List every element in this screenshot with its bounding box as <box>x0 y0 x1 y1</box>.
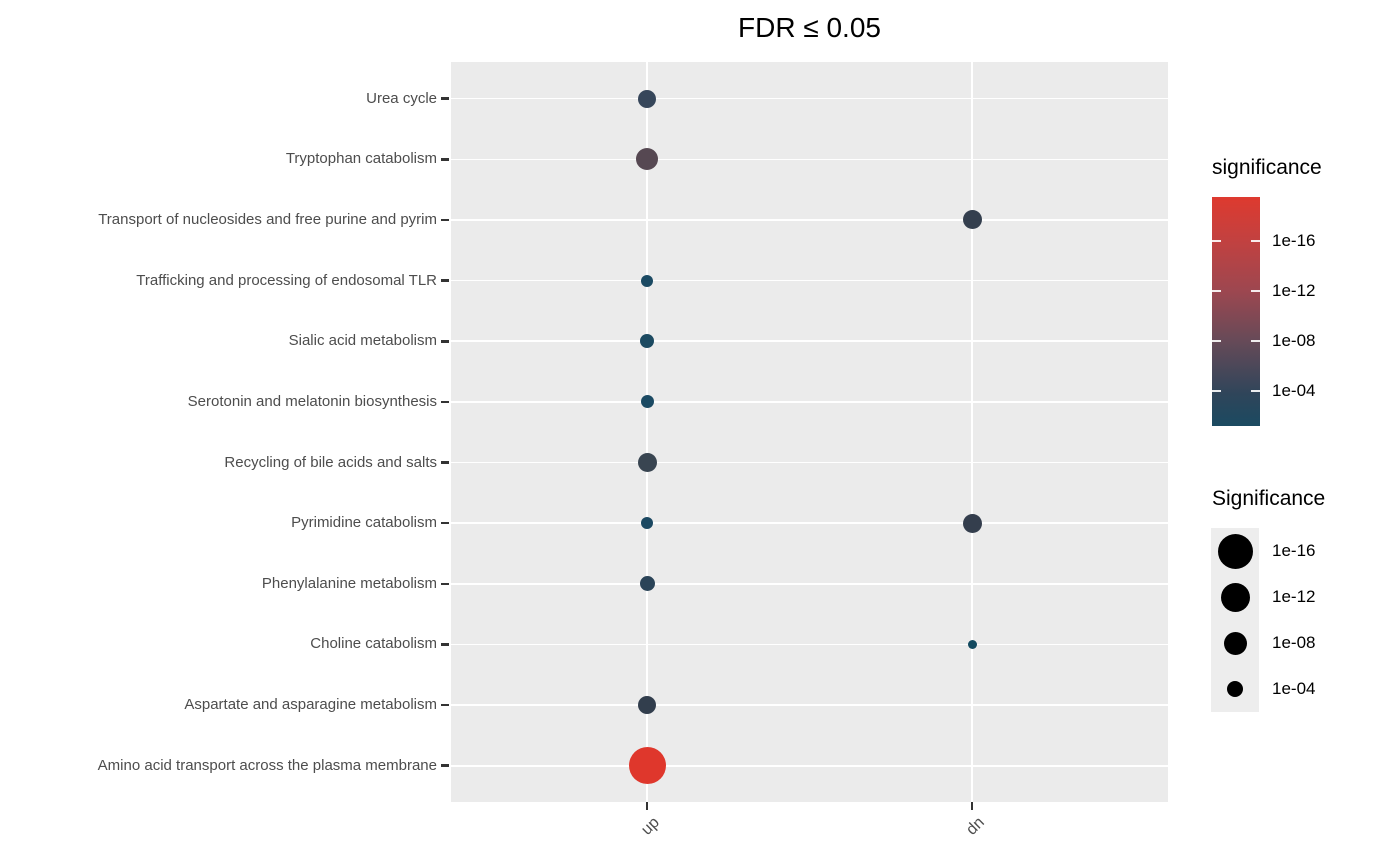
size-legend-value: 1e-12 <box>1272 587 1316 606</box>
color-bar-tick <box>1212 340 1221 343</box>
data-point <box>641 517 653 530</box>
x-axis-label: up <box>638 814 664 839</box>
size-legend-dot <box>1217 533 1253 569</box>
data-point <box>962 210 982 230</box>
data-point <box>639 576 655 592</box>
data-point <box>962 513 982 533</box>
data-point <box>640 395 654 409</box>
gridline-horizontal <box>451 583 1168 585</box>
y-axis-tick <box>441 643 449 646</box>
y-axis-tick <box>441 158 449 161</box>
x-axis-label: dn <box>963 814 989 839</box>
size-legend-dot <box>1223 631 1247 655</box>
color-legend-value: 1e-16 <box>1272 230 1316 250</box>
data-point <box>636 148 658 171</box>
gridline-horizontal <box>451 522 1168 524</box>
gridline-horizontal <box>451 401 1168 403</box>
y-axis-tick <box>441 218 449 222</box>
data-point <box>628 747 666 785</box>
size-legend-dot <box>1220 582 1250 612</box>
color-legend-title: significance <box>1212 156 1322 179</box>
y-axis-tick <box>441 339 449 343</box>
color-bar-tick <box>1251 340 1260 343</box>
y-axis-label: Urea cycle <box>366 89 437 107</box>
color-bar-tick <box>1212 239 1221 242</box>
color-gradient-bar <box>1212 197 1260 426</box>
size-legend-title: Significance <box>1212 487 1326 510</box>
y-axis-label: Choline catabolism <box>310 635 437 653</box>
y-axis-tick <box>441 521 449 525</box>
y-axis-label: Phenylalanine metabolism <box>261 574 437 592</box>
size-legend-keys <box>1211 528 1259 712</box>
gridline-horizontal <box>451 97 1168 100</box>
y-axis-tick <box>441 400 449 404</box>
gridline-horizontal <box>451 219 1168 221</box>
gridline-horizontal <box>451 279 1168 282</box>
color-bar-tick <box>1251 389 1260 392</box>
data-point <box>640 334 654 349</box>
gridline-horizontal <box>451 643 1168 646</box>
gridline-horizontal <box>451 704 1168 706</box>
y-axis-label: Pyrimidine catabolism <box>291 514 437 532</box>
gridline-horizontal <box>451 764 1168 767</box>
gridline-horizontal <box>451 340 1168 343</box>
y-axis-tick <box>441 279 449 282</box>
color-bar-tick <box>1212 289 1221 292</box>
y-axis-tick <box>441 703 449 707</box>
y-axis-label: Aspartate and asparagine metabolism <box>184 696 437 714</box>
y-axis-label: Tryptophan catabolism <box>285 150 437 168</box>
y-axis-label: Sialic acid metabolism <box>288 332 437 350</box>
gridline-horizontal <box>451 158 1168 161</box>
y-axis-label: Recycling of bile acids and salts <box>224 453 437 471</box>
color-legend-value: 1e-12 <box>1272 280 1316 300</box>
y-axis-tick <box>441 97 449 100</box>
color-bar-tick <box>1251 239 1260 242</box>
plot-title: FDR ≤ 0.05 <box>738 12 881 43</box>
y-axis-tick <box>441 764 449 768</box>
color-legend-value: 1e-08 <box>1272 331 1316 351</box>
size-legend-value: 1e-08 <box>1272 633 1316 652</box>
data-point <box>637 453 657 473</box>
size-legend-dot <box>1227 681 1243 697</box>
plot-panel <box>451 62 1168 802</box>
y-axis-label: Transport of nucleosides and free purine… <box>98 210 437 228</box>
gridline-horizontal <box>451 461 1168 464</box>
color-legend-value: 1e-04 <box>1272 380 1316 400</box>
y-axis-label: Amino acid transport across the plasma m… <box>97 756 437 774</box>
x-axis-tick <box>970 802 974 810</box>
x-axis-tick <box>645 802 649 810</box>
color-bar-tick <box>1251 289 1260 292</box>
gridline-vertical <box>971 62 973 802</box>
gridline-vertical <box>646 62 648 802</box>
data-point <box>638 89 656 108</box>
y-axis-tick <box>441 461 449 464</box>
y-axis-tick <box>441 582 449 586</box>
data-point <box>641 274 653 287</box>
data-point <box>638 696 656 715</box>
y-axis-label: Trafficking and processing of endosomal … <box>136 271 437 289</box>
color-bar-tick <box>1212 389 1221 392</box>
size-legend-value: 1e-04 <box>1272 679 1316 698</box>
y-axis-label: Serotonin and melatonin biosynthesis <box>187 392 437 410</box>
size-legend-value: 1e-16 <box>1272 541 1316 560</box>
data-point <box>967 639 977 649</box>
